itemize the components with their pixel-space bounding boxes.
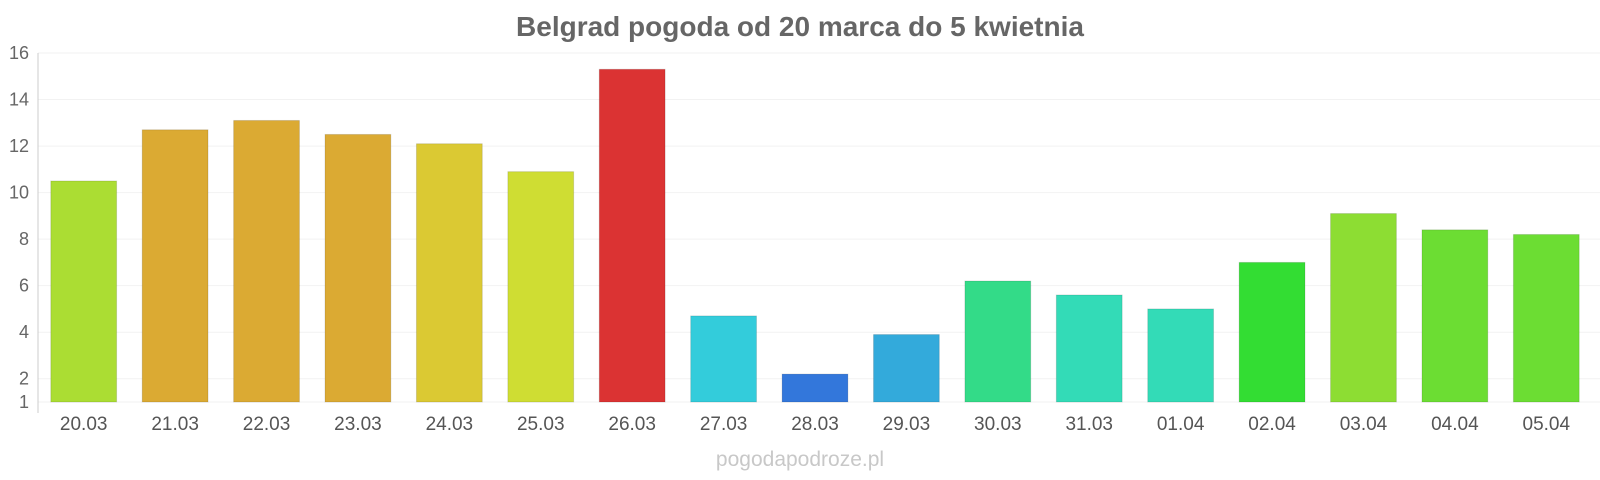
x-category-label: 30.03 [974, 414, 1022, 435]
bar-25.03 [507, 171, 575, 403]
y-tick-label: 12 [9, 136, 29, 156]
x-category-label: 01.04 [1157, 414, 1205, 435]
x-category-label: 22.03 [243, 414, 291, 435]
x-category-label: 26.03 [608, 414, 656, 435]
bar-26.03 [598, 68, 666, 403]
y-tick-label: 16 [9, 43, 29, 63]
y-tick-label: 8 [19, 229, 29, 249]
bar-02.04 [1238, 261, 1306, 403]
bar-31.03 [1055, 294, 1123, 403]
bar-20.03 [50, 180, 118, 403]
x-category-label: 24.03 [426, 414, 474, 435]
x-category-label: 20.03 [60, 414, 108, 435]
y-tick-label: 4 [19, 322, 29, 342]
y-tick-label: 10 [9, 183, 29, 203]
y-tick-label: 2 [19, 369, 29, 389]
y-tick-label: 1 [19, 392, 29, 412]
y-tick-label: 6 [19, 276, 29, 296]
x-category-label: 03.04 [1340, 414, 1388, 435]
bar-23.03 [324, 133, 392, 403]
bar-29.03 [873, 334, 940, 403]
bar-03.04 [1330, 213, 1397, 403]
y-tick-label: 14 [9, 90, 29, 110]
bar-05.04 [1512, 233, 1580, 403]
bar-01.04 [1147, 308, 1215, 403]
bar-24.03 [415, 143, 483, 403]
bar-27.03 [690, 315, 757, 403]
bar-04.04 [1421, 229, 1489, 403]
bars [50, 68, 1580, 403]
x-category-label: 04.04 [1431, 414, 1479, 435]
x-category-label: 28.03 [791, 414, 839, 435]
bar-30.03 [964, 280, 1032, 403]
x-category-label: 27.03 [700, 414, 748, 435]
bar-21.03 [141, 129, 209, 403]
x-category-label: 21.03 [151, 414, 199, 435]
x-category-label: 29.03 [883, 414, 931, 435]
x-category-label: 23.03 [334, 414, 382, 435]
x-category-label: 31.03 [1065, 414, 1113, 435]
x-axis-labels: 20.03 21.03 22.03 23.03 24.03 25.03 26.03 27.03… [60, 414, 1571, 435]
bar-22.03 [233, 119, 300, 403]
x-category-label: 25.03 [517, 414, 565, 435]
watermark: pogodapodroze.pl [716, 448, 884, 471]
x-category-label: 05.04 [1523, 414, 1571, 435]
x-category-label: 02.04 [1248, 414, 1296, 435]
bar-28.03 [781, 373, 849, 403]
chart-title: Belgrad pogoda od 20 marca do 5 kwietnia [516, 11, 1084, 42]
